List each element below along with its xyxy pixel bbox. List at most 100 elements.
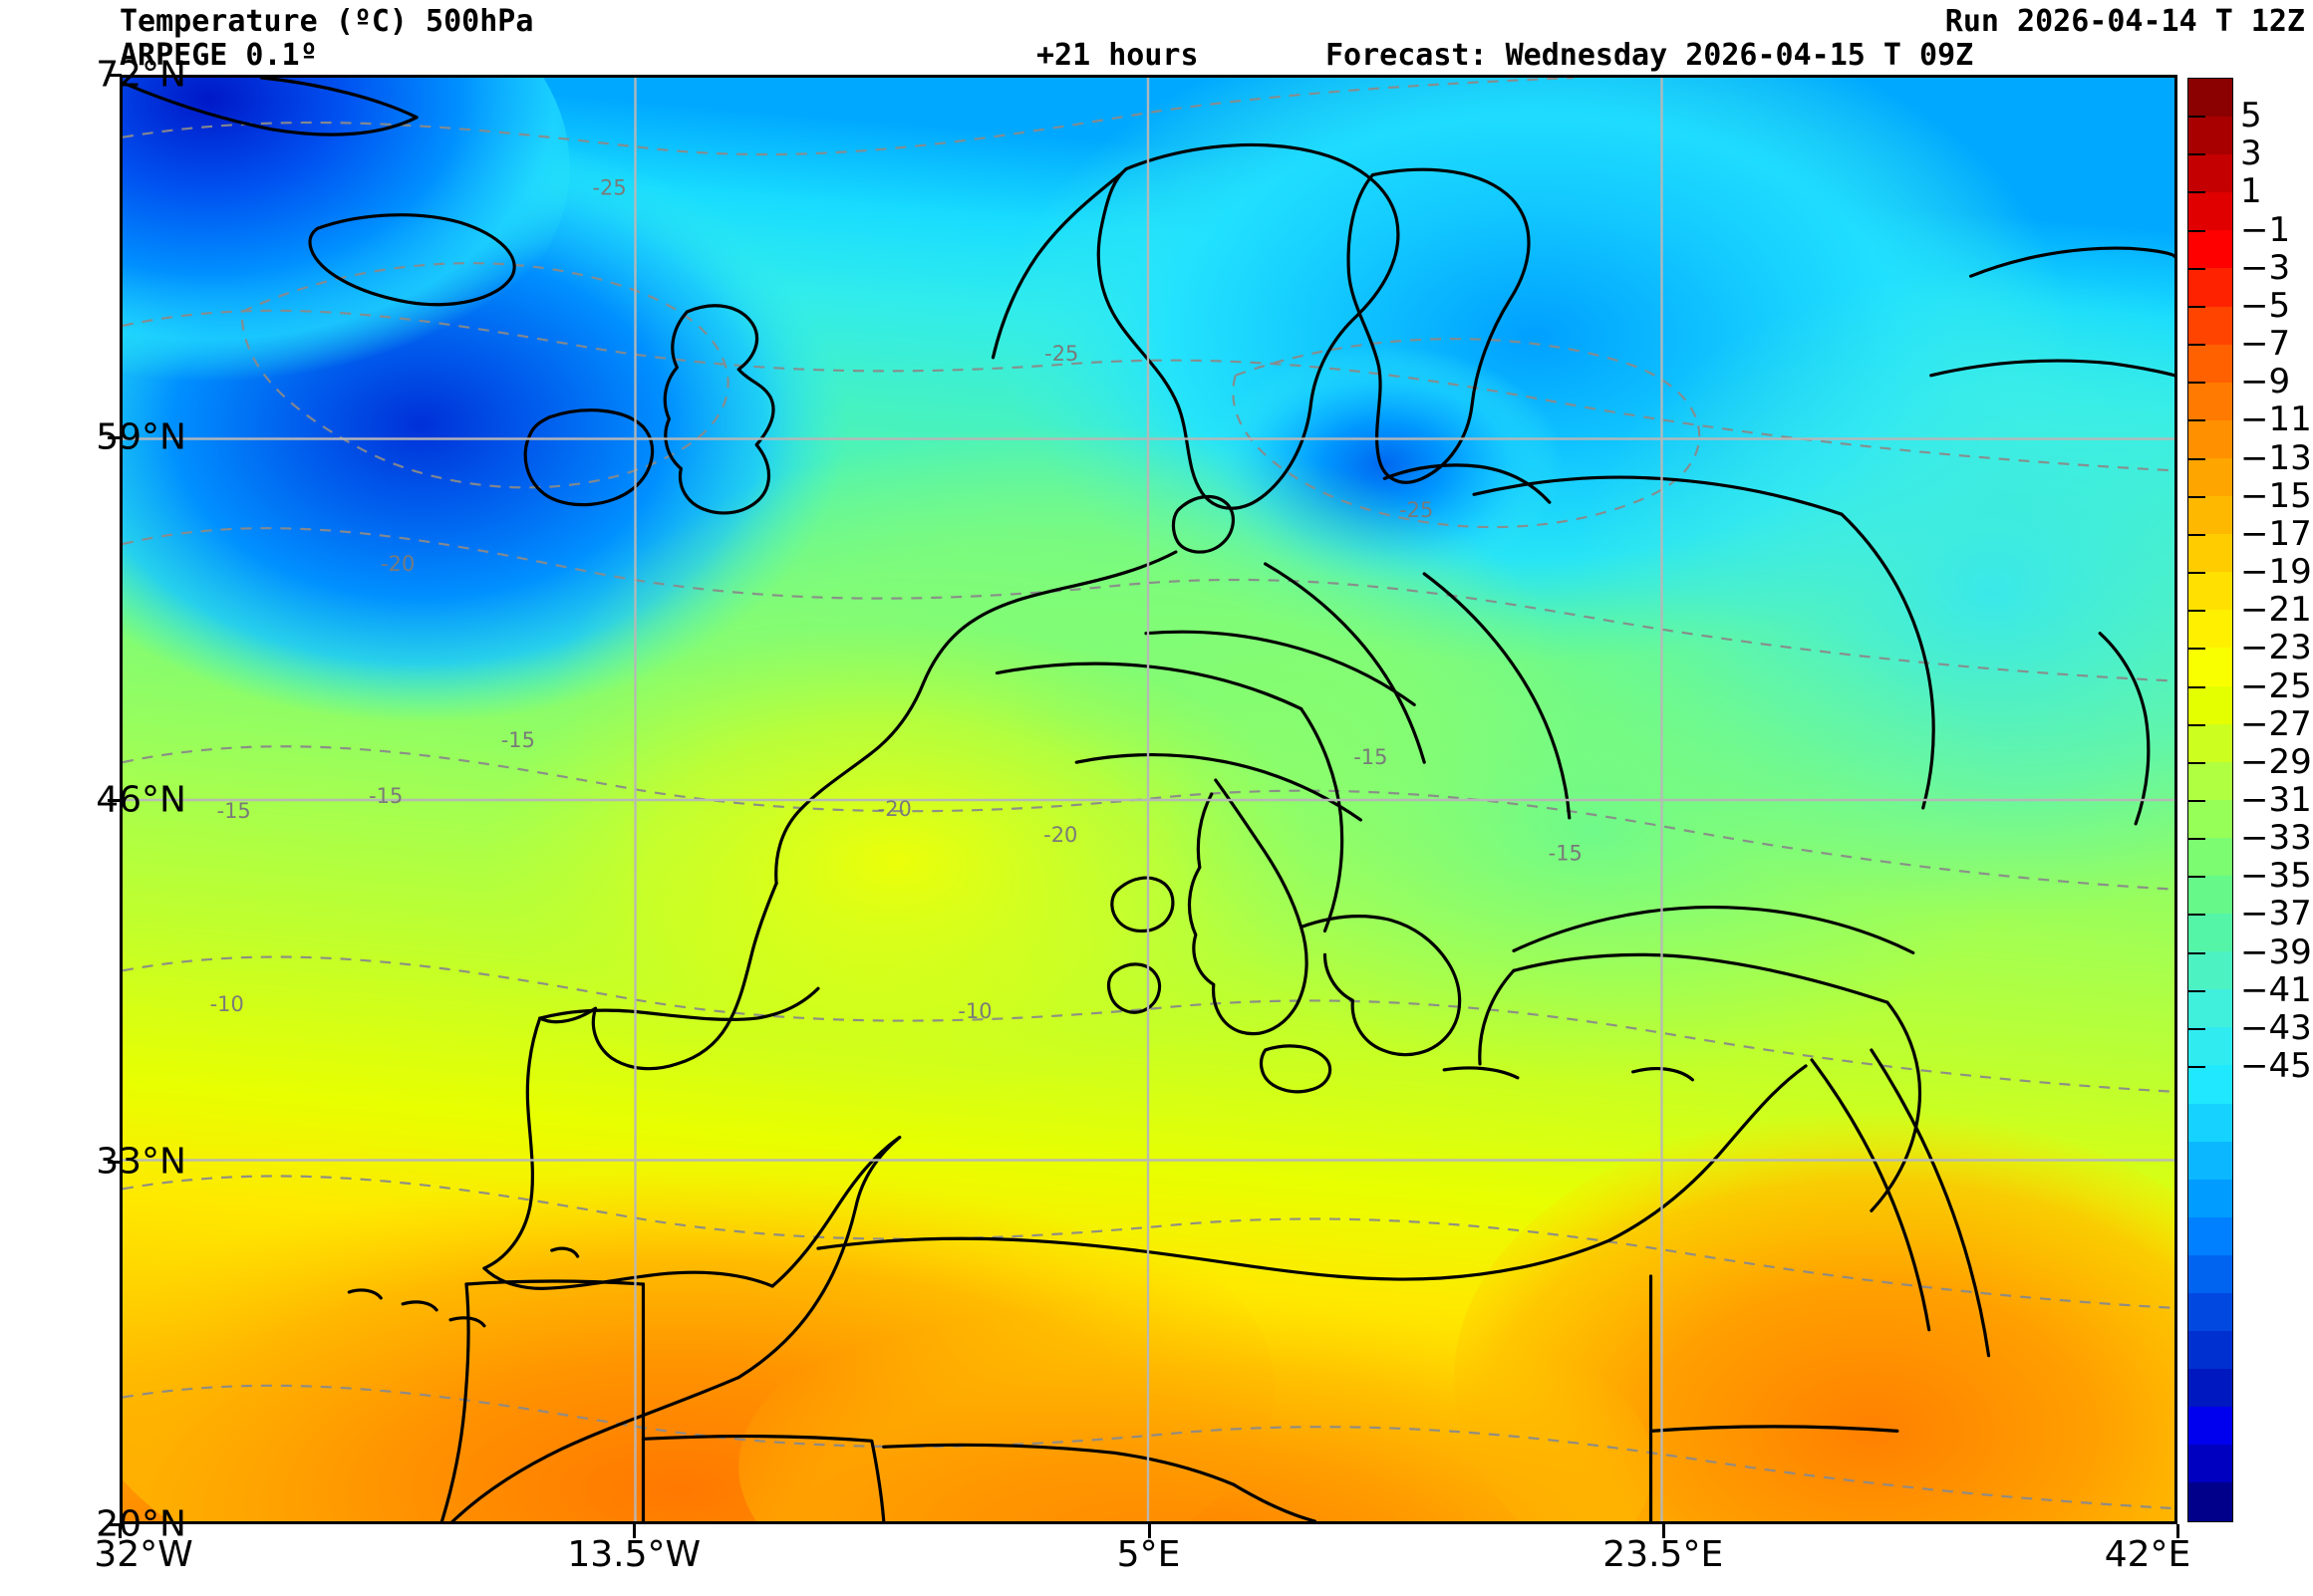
x-axis-tick-label: 5°E [1116, 1534, 1181, 1575]
y-axis-tick-mark [108, 435, 122, 439]
colorbar-tick-mark [2187, 229, 2205, 232]
colorbar-tick-mark [2187, 153, 2205, 156]
colorbar-tick-mark [2187, 572, 2205, 575]
contour-label: -15 [369, 784, 403, 808]
colorbar-segment [2188, 572, 2232, 611]
colorbar-tick-label: −5 [2240, 285, 2291, 326]
contour-label: -25 [1044, 342, 1078, 366]
colorbar-segment [2188, 306, 2232, 345]
colorbar-segment [2188, 914, 2232, 952]
colorbar-segment [2188, 951, 2232, 990]
colorbar-tick-label: −19 [2240, 552, 2312, 593]
x-axis-tick-mark [1147, 1524, 1151, 1538]
colorbar-tick-mark [2187, 305, 2205, 308]
colorbar-segment [2188, 382, 2232, 420]
colorbar-segment [2188, 154, 2232, 193]
colorbar-segment [2188, 799, 2232, 838]
colorbar-segment [2188, 344, 2232, 383]
colorbar-tick-label: −37 [2240, 894, 2312, 934]
colorbar-tick-label: 3 [2240, 133, 2262, 174]
y-axis-tick-mark [108, 1523, 122, 1526]
colorbar-segment [2188, 496, 2232, 535]
colorbar-segment [2188, 1369, 2232, 1408]
colorbar-segment [2188, 610, 2232, 649]
run-timestamp: Run 2026-04-14 T 12Z [1944, 4, 2305, 39]
colorbar-segment [2188, 534, 2232, 573]
model-label: ARPEGE 0.1º [120, 38, 318, 73]
colorbar-segment [2188, 1482, 2232, 1521]
lead-time-label: +21 hours [1036, 38, 1199, 73]
forecast-validity: Forecast: Wednesday 2026-04-15 T 09Z [1325, 38, 1974, 73]
colorbar-tick-mark [2187, 723, 2205, 726]
colorbar-segment [2188, 1216, 2232, 1255]
colorbar-tick-label: −23 [2240, 628, 2312, 668]
colorbar-segment [2188, 989, 2232, 1028]
colorbar-tick-mark [2187, 344, 2205, 347]
contour-label: -15 [501, 728, 535, 752]
contour-label: -15 [1549, 842, 1583, 866]
colorbar-segment [2188, 1103, 2232, 1142]
colorbar-segment [2188, 761, 2232, 800]
colorbar-segment [2188, 1445, 2232, 1483]
colorbar-segment [2188, 1179, 2232, 1217]
colorbar-segment [2188, 1141, 2232, 1180]
colorbar-tick-label: −11 [2240, 399, 2312, 440]
colorbar-tick-label: −7 [2240, 324, 2291, 365]
contour-label: -15 [217, 799, 251, 823]
contour-label: -25 [1399, 498, 1433, 522]
colorbar-tick-mark [2187, 610, 2205, 613]
map-plot-area[interactable]: -25 -25 -25 -20 -15 -15 -15 -15 -15 -20 -20 -10 -10 [120, 75, 2177, 1524]
colorbar[interactable] [2187, 78, 2233, 1522]
colorbar-tick-label: −15 [2240, 475, 2312, 516]
colorbar-tick-label: −21 [2240, 590, 2312, 631]
colorbar-segment [2188, 685, 2232, 724]
colorbar-segment [2188, 723, 2232, 762]
contour-label: -10 [958, 999, 992, 1023]
colorbar-segment [2188, 648, 2232, 686]
colorbar-tick-label: −3 [2240, 247, 2291, 288]
colorbar-segment [2188, 1027, 2232, 1066]
colorbar-segment [2188, 79, 2232, 118]
y-axis-tick-mark [108, 74, 122, 77]
colorbar-segment [2188, 875, 2232, 915]
colorbar-tick-label: −25 [2240, 665, 2312, 706]
colorbar-segment [2188, 457, 2232, 497]
colorbar-segment [2188, 268, 2232, 307]
x-axis-tick-mark [119, 1524, 122, 1538]
colorbar-tick-label: −33 [2240, 818, 2312, 859]
colorbar-tick-label: −13 [2240, 437, 2312, 478]
contour-label: -20 [381, 552, 415, 576]
y-axis-tick-mark [108, 1161, 122, 1165]
colorbar-tick-mark [2187, 382, 2205, 385]
colorbar-segment [2188, 192, 2232, 231]
colorbar-tick-label: −9 [2240, 362, 2291, 402]
temperature-field: -25 -25 -25 -20 -15 -15 -15 -15 -15 -20 -20 -10 -10 [123, 78, 2174, 1521]
colorbar-tick-mark [2187, 800, 2205, 802]
contour-label: -20 [1043, 823, 1077, 847]
colorbar-segment [2188, 1065, 2232, 1104]
colorbar-tick-mark [2187, 914, 2205, 917]
colorbar-tick-mark [2187, 648, 2205, 651]
x-axis-tick-mark [2176, 1524, 2179, 1538]
colorbar-segment [2188, 1293, 2232, 1332]
colorbar-segment [2188, 1331, 2232, 1370]
colorbar-tick-mark [2187, 838, 2205, 841]
colorbar-tick-label: −39 [2240, 931, 2312, 972]
colorbar-tick-mark [2187, 685, 2205, 688]
colorbar-tick-label: −1 [2240, 209, 2291, 250]
x-axis-tick-label: 32°W [94, 1534, 193, 1575]
colorbar-segment [2188, 117, 2232, 155]
colorbar-tick-label: −29 [2240, 741, 2312, 782]
colorbar-tick-mark [2187, 267, 2205, 270]
colorbar-segment [2188, 837, 2232, 876]
colorbar-tick-mark [2187, 989, 2205, 992]
colorbar-tick-mark [2187, 761, 2205, 764]
colorbar-tick-mark [2187, 951, 2205, 954]
page-title: Temperature (ºC) 500hPa [120, 4, 534, 39]
colorbar-tick-label: 5 [2240, 96, 2262, 136]
colorbar-tick-mark [2187, 533, 2205, 536]
colorbar-tick-mark [2187, 116, 2205, 119]
x-axis-tick-mark [633, 1524, 637, 1538]
colorbar-tick-mark [2187, 876, 2205, 879]
colorbar-tick-label: −17 [2240, 513, 2312, 554]
